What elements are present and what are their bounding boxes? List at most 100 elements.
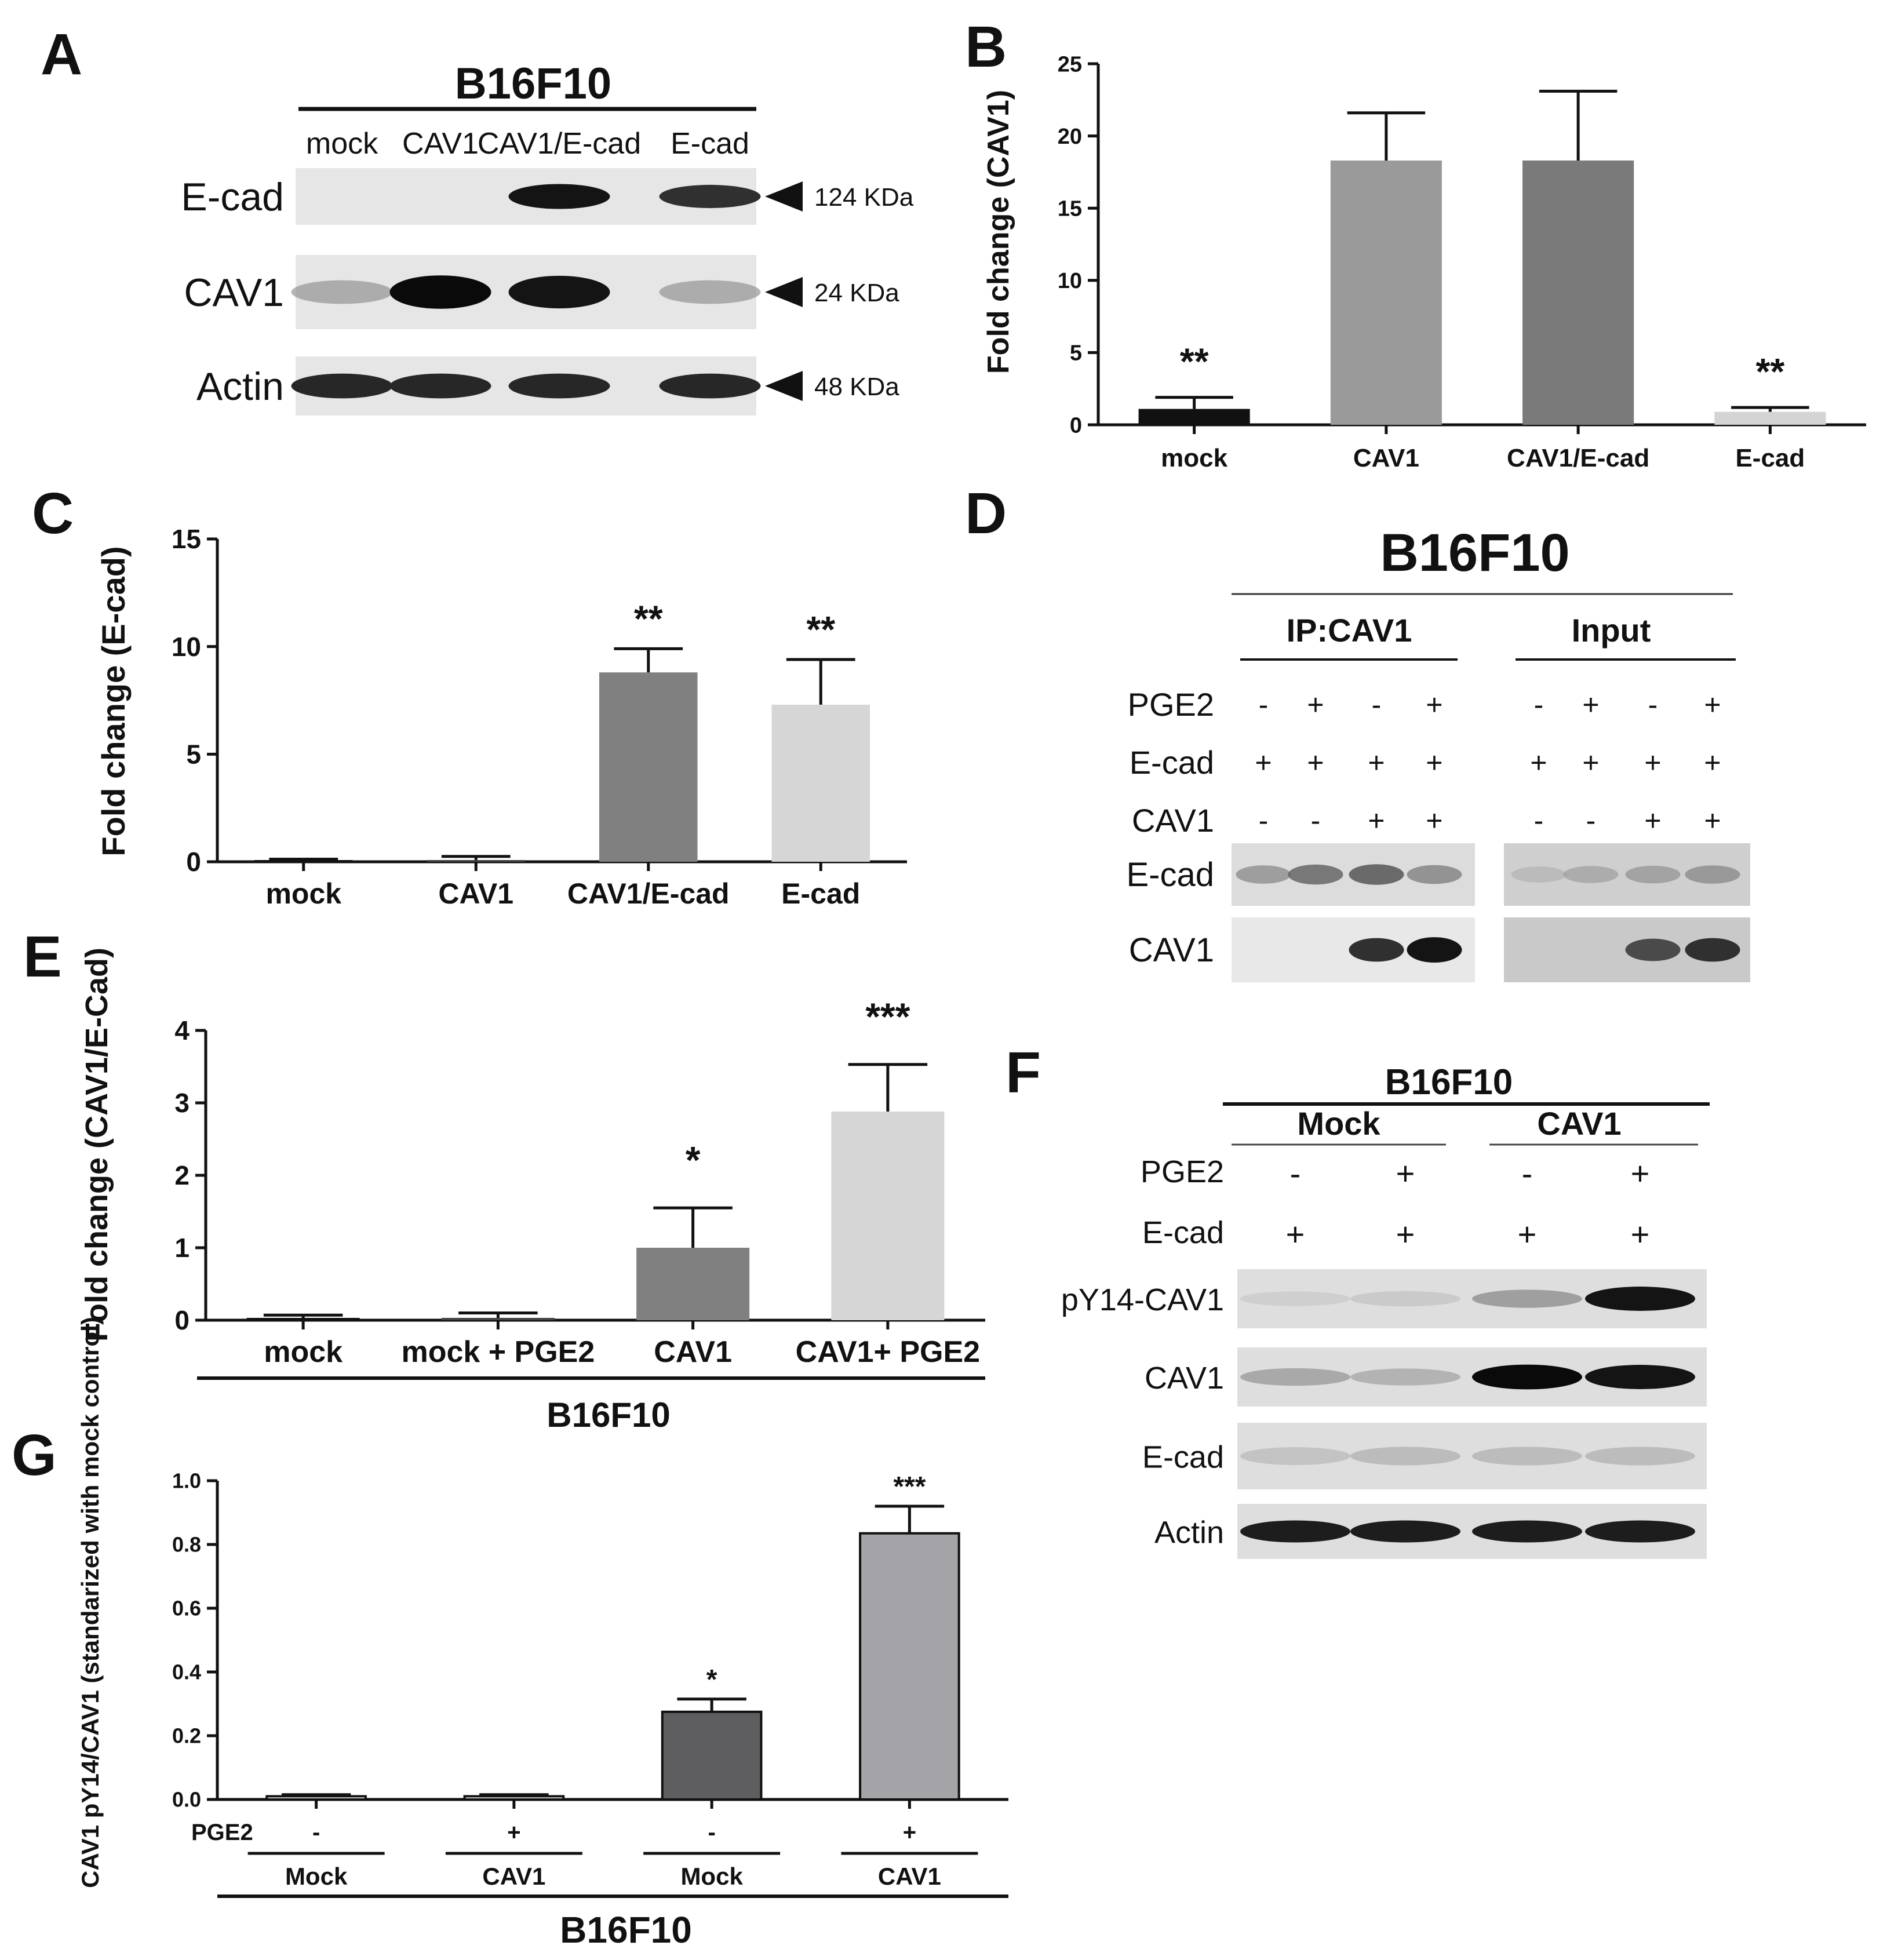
treatment-sign: + [1255,746,1272,779]
protein-band [1585,1447,1695,1466]
bar [1138,409,1250,425]
panel-letter-b: B [965,14,1007,79]
treatment-label: PGE2 [1141,1154,1224,1189]
protein-label: Actin [1154,1515,1224,1550]
treatment-sign: + [1518,1216,1537,1252]
protein-band [1585,1520,1695,1543]
panel-c-chart: Fold change (E-cad) 0 5 10 15 mock CAV1 ** CAV1… [95,524,907,910]
panel-g-xlabel: B16F10 [560,1909,692,1951]
bar [1330,160,1442,425]
protein-band [508,184,610,209]
bar [1522,160,1634,425]
bar [1714,411,1826,425]
treatment-sign: + [1396,1155,1415,1192]
y-tick-label: 0 [186,847,201,877]
panel-letter-f: F [1006,1040,1041,1105]
group-label: CAV1 [482,1863,545,1890]
panel-letter-g: G [12,1423,57,1488]
molecular-weight: 124 KDa [814,183,914,212]
protein-band [291,373,393,399]
lane-label: mock [306,127,378,161]
treatment-label: PGE2 [1128,686,1214,723]
category-label: E-cad [1735,444,1805,472]
protein-label: E-cad [181,175,284,219]
group-label: CAV1 [1537,1105,1621,1142]
bar [463,1795,565,1801]
protein-label: pY14-CAV1 [1061,1283,1224,1317]
y-tick-label: 0.6 [172,1597,201,1620]
treatment-sign: + [1307,746,1324,779]
protein-band [1407,865,1462,884]
significance-label: * [706,1664,717,1695]
protein-band [1350,1520,1460,1543]
pge2-sign: + [507,1820,520,1845]
group-label: Mock [1297,1105,1380,1142]
panel-f-blot: B16F10 Mock CAV1 PGE2 - + - + E-cad + + + + pY14-CAV… [1061,1062,1710,1559]
treatment-sign: - [1290,1155,1301,1192]
category-label: mock [1161,444,1227,472]
protein-band [1240,1291,1350,1306]
molecular-weight: 48 KDa [814,373,899,401]
molecular-weight: 24 KDa [814,279,899,307]
protein-band [1585,1287,1695,1311]
significance-label: *** [893,1471,926,1502]
protein-label: CAV1 [184,271,284,315]
blot-row: E-cad [1142,1423,1707,1489]
significance-label: ** [634,598,663,639]
y-tick-label: 5 [186,739,201,769]
arrowhead-icon [765,371,803,401]
y-tick-label: 0 [174,1305,190,1335]
protein-band [659,373,761,399]
treatment-sign: - [1311,804,1321,837]
protein-band [1625,865,1681,884]
y-tick-label: 1 [174,1233,190,1263]
category-label: mock [265,877,341,910]
treatment-sign: - [1522,1155,1533,1192]
panel-f-cell-line: B16F10 [1385,1062,1513,1102]
bar [441,1318,555,1320]
y-tick-label: 15 [172,524,201,554]
bar [265,1795,367,1801]
protein-band [291,280,393,304]
arrowhead-icon [765,277,803,307]
treatment-sign: + [1582,746,1599,779]
y-tick-label: 10 [1058,269,1082,293]
panel-b-chart: Fold change (CAV1) 0 5 10 15 20 25 ** mock CAV1 C… [982,52,1866,472]
lane-label: E-cad [671,127,749,161]
treatment-label: E-cad [1142,1215,1224,1250]
bar [831,1112,945,1320]
treatment-sign: - [1534,804,1544,837]
y-tick-label: 0.2 [172,1724,201,1748]
blot-row: E-cad 124 KDa [181,168,914,225]
bar [427,860,526,862]
protein-band [1472,1289,1582,1308]
treatment-sign: + [1368,804,1385,837]
significance-label: * [686,1138,701,1181]
panel-letter-e: E [23,924,62,989]
category-label: CAV1+ PGE2 [796,1335,980,1369]
protein-band [659,280,761,304]
significance-label: ** [1180,341,1209,382]
bar [771,704,870,862]
blot-row: E-cad [1126,843,1750,906]
treatment-label: CAV1 [1132,802,1214,839]
blot-row: pY14-CAV1 [1061,1269,1707,1328]
group-label: Mock [680,1863,743,1890]
protein-label: CAV1 [1145,1361,1224,1396]
category-label: CAV1/E-cad [1507,444,1649,472]
protein-band [389,373,491,399]
y-tick-label: 5 [1070,341,1082,366]
protein-band [1472,1364,1582,1390]
category-label: mock [264,1335,343,1369]
panel-c-ylabel: Fold change (E-cad) [95,546,132,856]
protein-label: CAV1 [1129,931,1214,969]
panel-letter-d: D [965,481,1007,546]
y-tick-label: 10 [172,632,201,662]
panel-letter-c: C [32,481,74,546]
y-tick-label: 15 [1058,197,1082,221]
treatment-sign: + [1704,688,1721,721]
y-tick-label: 4 [174,1015,190,1045]
protein-band [1240,1368,1350,1386]
y-tick-label: 0 [1070,413,1082,438]
